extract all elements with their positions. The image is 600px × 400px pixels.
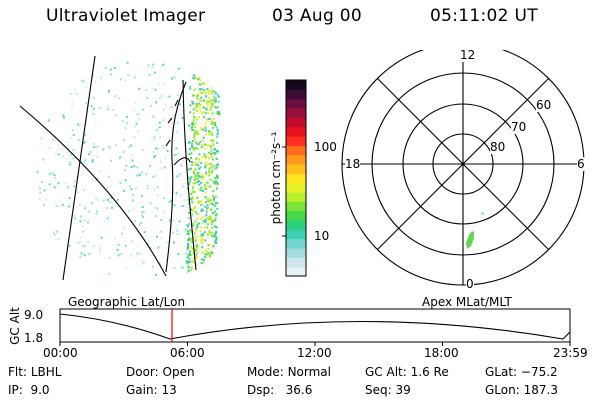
auroral-emission-speckle — [36, 60, 188, 277]
polar-label-12: 12 — [459, 48, 477, 62]
color-scale-swatch — [286, 238, 306, 249]
gc-alt-info: GC Alt: 1.6 Re — [365, 365, 449, 379]
color-scale-swatch — [286, 173, 306, 184]
polar-mlt-plot — [341, 50, 585, 286]
color-scale-swatch — [286, 248, 306, 258]
timeline-tick-2359: 23:59 — [553, 346, 588, 360]
timeline-tick-0600: 06:00 — [170, 346, 205, 360]
polar-label-80: 80 — [490, 140, 506, 154]
color-scale-bar: photon cm⁻²s⁻¹ — [269, 79, 307, 277]
polar-emission-speck — [481, 212, 484, 215]
mode-info: Mode: Normal — [247, 365, 331, 379]
color-scale-swatch — [286, 145, 306, 156]
polar-emission-patch — [466, 231, 474, 249]
glat-value: −75.2 — [520, 365, 558, 379]
color-scale-swatch — [286, 89, 306, 100]
ip-info: IP: 9.0 — [8, 383, 50, 397]
color-scale-swatch — [286, 220, 306, 230]
time-label: 05:11:02 UT — [430, 6, 538, 26]
polar-diagonal-2 — [377, 78, 549, 250]
ip-value: 9.0 — [30, 383, 50, 397]
mode-value: Normal — [287, 365, 331, 379]
polar-label-0: 0 — [466, 277, 474, 291]
color-scale-swatch — [286, 108, 306, 118]
glat-info: GLat: −75.2 — [485, 365, 558, 379]
glon-info: GLon: 187.3 — [485, 383, 558, 397]
color-scale-swatch — [286, 136, 306, 146]
dsp-info: Dsp: 36.6 — [247, 383, 313, 397]
timeline-tick-1200: 12:00 — [297, 346, 332, 360]
polar-label-60: 60 — [536, 98, 552, 112]
color-scale-swatch — [286, 164, 306, 174]
color-scale-swatch — [286, 98, 306, 109]
color-scale-swatch — [286, 210, 306, 221]
color-scale-swatch — [286, 126, 306, 137]
polar-label-6: 6 — [577, 157, 585, 171]
color-scale-swatch — [286, 117, 306, 128]
gain-value: 13 — [161, 383, 177, 397]
altitude-curve — [59, 313, 571, 340]
polar-label-70: 70 — [511, 120, 527, 134]
geographic-latlon-label: Geographic Lat/Lon — [68, 295, 186, 309]
glon-value: 187.3 — [523, 383, 558, 397]
filter-info: Flt: LBHL — [8, 365, 62, 379]
color-scale-swatch — [286, 201, 306, 212]
seq-info: Seq: 39 — [365, 383, 411, 397]
color-scale-swatch — [286, 80, 306, 90]
seq-value: 39 — [395, 383, 411, 397]
color-scale-swatch — [286, 257, 306, 268]
color-scale-swatch — [286, 182, 306, 193]
dsp-value: 36.6 — [285, 383, 313, 397]
color-scale-swatch — [286, 154, 306, 165]
altitude-timeline-plot — [59, 308, 571, 346]
polar-label-18: 18 — [345, 157, 361, 171]
gc-alt-tick-low: 1.8 — [24, 331, 44, 345]
auroral-oval-band — [185, 74, 221, 276]
color-scale-tick-100: 100 — [314, 140, 337, 154]
instrument-title: Ultraviolet Imager — [46, 6, 206, 26]
timeline-tick-1800: 18:00 — [424, 346, 459, 360]
geographic-image — [19, 55, 221, 281]
date-label: 03 Aug 00 — [272, 6, 362, 26]
timeline-tick-0000: 00:00 — [43, 346, 78, 360]
gc-alt-axis-title: GC Alt — [7, 307, 22, 345]
color-scale-unit-label: photon cm⁻²s⁻¹ — [269, 131, 283, 224]
door-info: Door: Open — [126, 365, 195, 379]
color-scale-swatch — [286, 192, 306, 202]
gain-info: Gain: 13 — [126, 383, 177, 397]
color-scale-tick-10: 10 — [314, 229, 330, 243]
gc-alt-value: 1.6 Re — [410, 365, 449, 379]
gc-alt-tick-high: 9.0 — [24, 308, 44, 322]
geographic-grid-lines — [19, 55, 197, 281]
color-scale-swatch — [286, 229, 306, 240]
apex-mlat-mlt-label: Apex MLat/MLT — [422, 295, 512, 309]
color-scale-swatch — [286, 266, 306, 277]
door-value: Open — [162, 365, 195, 379]
filter-value: LBHL — [30, 365, 62, 379]
